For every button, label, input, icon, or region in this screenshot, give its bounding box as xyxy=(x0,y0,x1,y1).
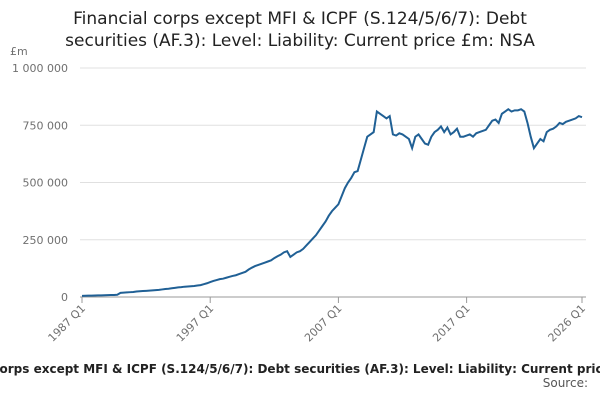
y-unit: £m xyxy=(10,45,28,58)
y-tick-label: 0 xyxy=(61,291,68,304)
x-tick-label: 1987 Q1 xyxy=(46,302,89,345)
x-tick-label: 2007 Q1 xyxy=(302,302,345,345)
chart: £m 0 250 000 500 000 750 000 1 000 000 1987 Q… xyxy=(10,45,589,345)
y-tick-label: 500 000 xyxy=(23,177,69,190)
x-tick-label: 2026 Q1 xyxy=(546,302,589,345)
source: Source: xyxy=(542,376,588,390)
y-tick-label: 750 000 xyxy=(23,119,69,132)
series-line xyxy=(81,107,583,297)
footer-title-box: Financial corps except MFI & ICPF (S.124… xyxy=(0,358,600,377)
y-tick-label: 250 000 xyxy=(23,234,69,247)
x-tick-label: 2017 Q1 xyxy=(430,302,473,345)
y-tick-label: 1 000 000 xyxy=(12,62,68,75)
chart-title: Financial corps except MFI & ICPF (S.124… xyxy=(65,9,535,51)
footer-title: Financial corps except MFI & ICPF (S.124… xyxy=(0,362,600,376)
x-tick-label: 1997 Q1 xyxy=(174,302,217,345)
